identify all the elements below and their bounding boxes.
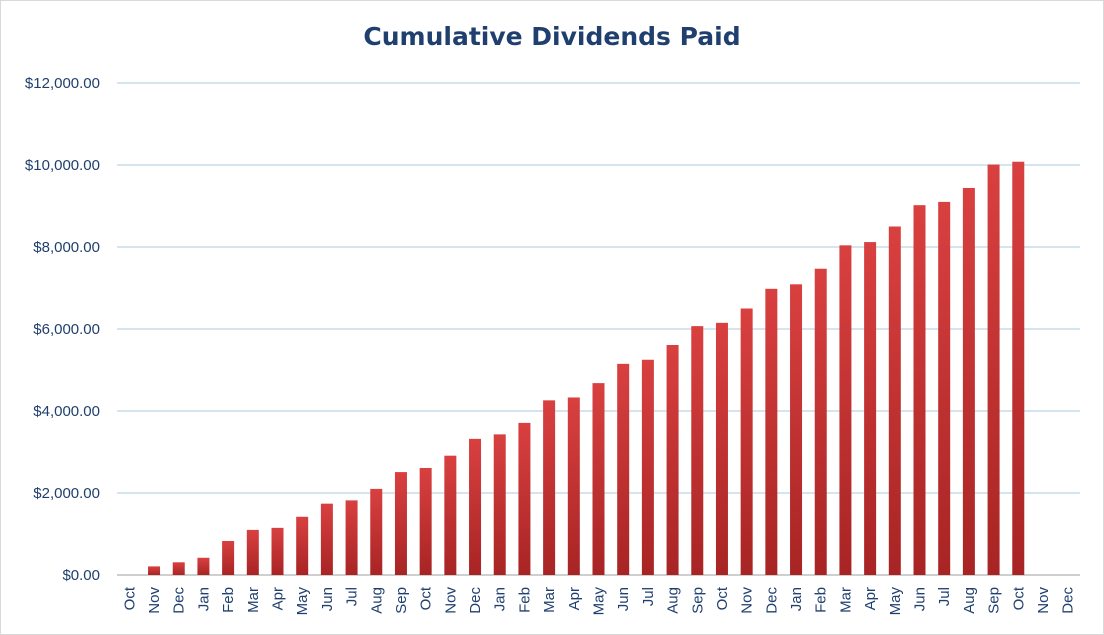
x-tick-label: Feb xyxy=(220,587,237,613)
bar xyxy=(740,308,753,575)
x-tick-label: Feb xyxy=(516,587,533,613)
x-tick-label: May xyxy=(294,587,311,616)
bar xyxy=(543,400,556,575)
bar xyxy=(666,344,679,575)
bar xyxy=(617,363,630,575)
x-tick-label: Mar xyxy=(837,587,854,613)
x-tick-label: Aug xyxy=(665,587,682,614)
x-tick-label: Sep xyxy=(689,587,706,614)
x-tick-label: Jul xyxy=(640,587,657,606)
x-tick-label: Oct xyxy=(121,586,138,610)
bar xyxy=(790,284,803,575)
bar xyxy=(839,245,852,576)
bar xyxy=(296,516,309,575)
bar xyxy=(197,557,210,575)
x-tick-label: Dec xyxy=(467,587,484,614)
bar xyxy=(469,438,482,575)
x-tick-label: Oct xyxy=(1010,586,1027,610)
y-tick-label: $8,000.00 xyxy=(33,239,100,256)
bar xyxy=(567,397,580,575)
y-tick-label: $6,000.00 xyxy=(33,321,100,338)
x-tick-label: Jun xyxy=(615,587,632,611)
bar xyxy=(987,164,1000,575)
x-tick-label: Aug xyxy=(961,587,978,614)
x-tick-label: Jan xyxy=(492,587,509,611)
x-tick-label: Apr xyxy=(862,587,879,610)
bar xyxy=(765,288,778,575)
bar xyxy=(1012,161,1025,575)
bar xyxy=(913,205,926,575)
x-tick-label: Dec xyxy=(1060,587,1077,614)
bar xyxy=(345,500,358,575)
y-tick-label: $12,000.00 xyxy=(25,75,100,92)
x-tick-label: Dec xyxy=(763,587,780,614)
bar xyxy=(888,226,901,575)
x-tick-label: May xyxy=(887,587,904,616)
bar xyxy=(641,359,654,575)
x-tick-label: May xyxy=(591,587,608,616)
x-tick-label: Jul xyxy=(344,587,361,606)
x-tick-label: Mar xyxy=(245,587,262,613)
x-tick-label: Feb xyxy=(813,587,830,613)
x-tick-label: Oct xyxy=(418,586,435,610)
bar xyxy=(814,268,827,575)
bar xyxy=(271,527,284,575)
bar xyxy=(222,540,235,575)
bar xyxy=(962,187,975,575)
x-tick-label: Sep xyxy=(393,587,410,614)
y-tick-label: $10,000.00 xyxy=(25,157,100,174)
x-tick-label: Aug xyxy=(368,587,385,614)
bar xyxy=(394,472,407,575)
x-tick-label: Nov xyxy=(1035,587,1052,614)
x-tick-label: Apr xyxy=(270,587,287,610)
x-tick-label: Jan xyxy=(788,587,805,611)
x-tick-label: Jan xyxy=(195,587,212,611)
chart-title: Cumulative Dividends Paid xyxy=(363,22,741,51)
bar xyxy=(715,322,728,575)
bar xyxy=(370,488,383,575)
bar xyxy=(691,326,704,575)
bar xyxy=(444,455,457,575)
bar xyxy=(320,503,333,575)
bar xyxy=(864,242,877,575)
x-tick-label: Dec xyxy=(171,587,188,614)
bar xyxy=(172,562,185,575)
x-tick-label: Jul xyxy=(936,587,953,606)
bar xyxy=(518,422,531,575)
x-tick-label: Apr xyxy=(566,587,583,610)
x-tick-label: Sep xyxy=(986,587,1003,614)
x-tick-label: Mar xyxy=(541,587,558,613)
y-tick-label: $4,000.00 xyxy=(33,403,100,420)
bar xyxy=(246,529,259,575)
y-tick-label: $0.00 xyxy=(62,567,100,584)
x-tick-label: Nov xyxy=(739,587,756,614)
y-tick-label: $2,000.00 xyxy=(33,485,100,502)
bar xyxy=(592,383,605,575)
x-tick-label: Nov xyxy=(146,587,163,614)
bar xyxy=(493,434,506,575)
x-tick-label: Oct xyxy=(714,586,731,610)
x-tick-label: Jun xyxy=(319,587,336,611)
bar xyxy=(148,566,161,575)
bar xyxy=(938,201,951,575)
x-tick-label: Jun xyxy=(912,587,929,611)
x-tick-label: Nov xyxy=(442,587,459,614)
bar xyxy=(419,467,432,575)
